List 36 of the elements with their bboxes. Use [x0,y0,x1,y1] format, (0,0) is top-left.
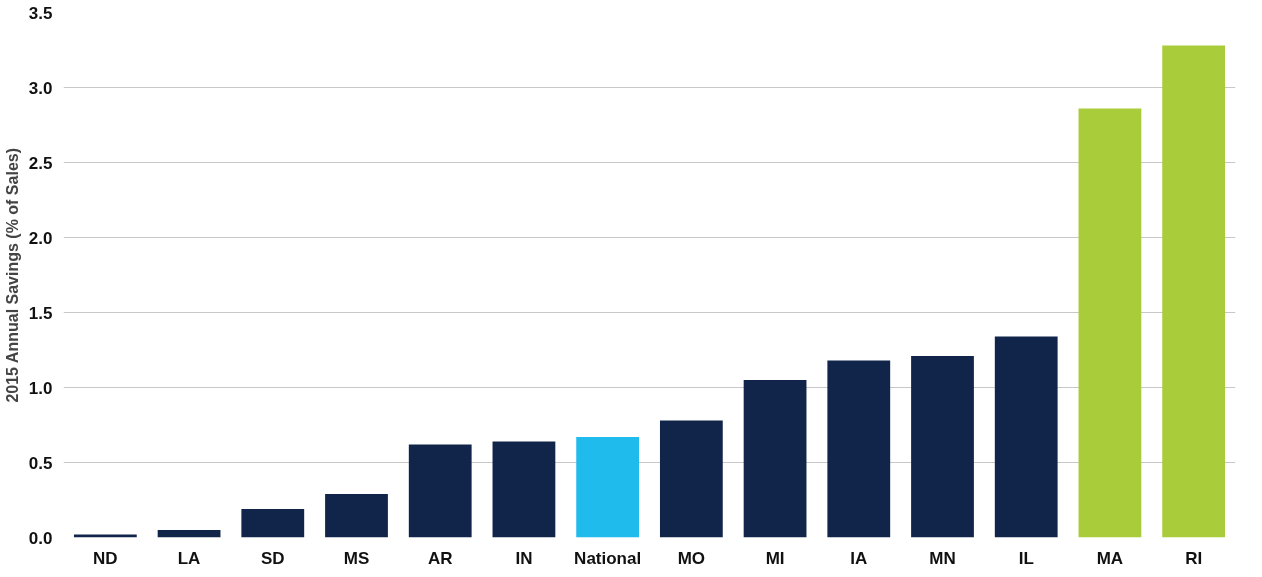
x-tick-label: IL [1018,548,1034,568]
bar [1162,45,1226,538]
x-tick-label: AR [427,548,453,568]
bar [994,336,1058,538]
bar [408,444,472,538]
x-tick-label: National [574,548,642,568]
y-tick-label: 1.0 [28,378,53,398]
x-tick-label: MO [677,548,706,568]
x-tick-label: IA [850,548,868,568]
y-axis-title: 2015 Annual Savings (% of Sales) [3,147,21,403]
x-tick-label: IN [515,548,533,568]
x-tick-label: MS [343,548,370,568]
y-tick-label: 2.5 [28,153,53,173]
x-tick-label: SD [260,548,285,568]
y-tick-label: 1.5 [28,303,53,323]
x-tick-label: RI [1185,548,1203,568]
x-tick-label: MN [929,548,956,568]
bar [659,420,723,538]
bar [743,380,807,538]
y-tick-label: 0.5 [28,453,53,473]
bar [911,356,974,538]
x-tick-label: ND [93,548,118,568]
y-tick-label: 3.5 [28,3,53,23]
x-tick-label: MI [765,548,785,568]
bar [1078,108,1142,538]
bar [157,530,221,538]
bar [241,509,305,538]
y-tick-label: 2.0 [28,228,53,248]
bar [827,360,891,538]
x-tick-label: MA [1096,548,1124,568]
y-tick-label: 3.0 [28,78,53,98]
bar [325,494,388,538]
bar [492,441,556,538]
bar [576,437,640,538]
y-tick-label: 0.0 [28,528,53,548]
x-tick-label: LA [177,548,201,568]
